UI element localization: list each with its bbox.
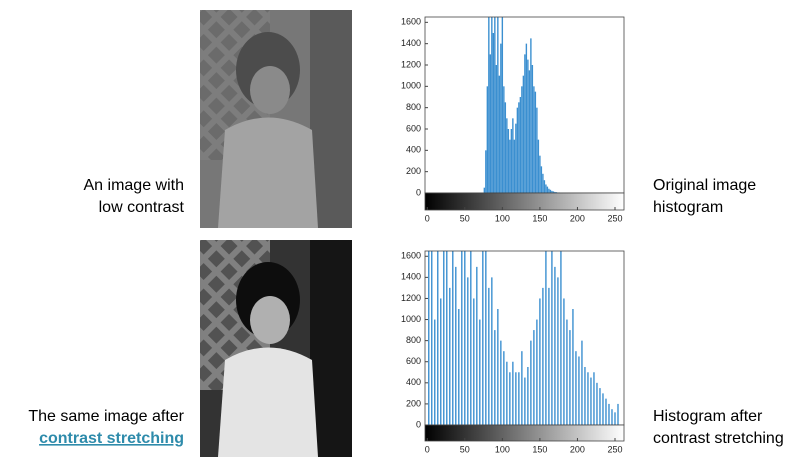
x-tick-label: 0 — [425, 213, 430, 223]
y-tick-label: 1600 — [401, 17, 421, 27]
y-tick-label: 600 — [406, 356, 421, 366]
photo-low-contrast — [200, 10, 352, 228]
x-tick-label: 50 — [460, 213, 470, 223]
y-tick-label: 1200 — [401, 59, 421, 69]
gray-colorbar — [424, 192, 625, 211]
y-tick-label: 0 — [416, 419, 421, 429]
x-tick-label: 250 — [607, 444, 622, 454]
y-tick-label: 1000 — [401, 314, 421, 324]
y-tick-label: 600 — [406, 123, 421, 133]
x-tick-label: 100 — [495, 444, 510, 454]
x-tick-label: 200 — [570, 444, 585, 454]
image-caption: An image with — [84, 177, 185, 194]
y-tick-label: 1400 — [401, 272, 421, 282]
x-tick-label: 0 — [425, 444, 430, 454]
x-tick-label: 200 — [570, 213, 585, 223]
histogram-caption: histogram — [653, 199, 723, 216]
image-caption: The same image after — [28, 408, 184, 425]
image-caption: low contrast — [99, 199, 185, 216]
x-tick-label: 250 — [607, 213, 622, 223]
y-tick-label: 800 — [406, 335, 421, 345]
y-tick-label: 400 — [406, 377, 421, 387]
histogram-caption: Original image — [653, 177, 756, 194]
x-tick-label: 100 — [495, 213, 510, 223]
histogram-caption: Histogram after — [653, 408, 763, 425]
photo-stretched — [200, 240, 352, 457]
y-tick-label: 1000 — [401, 81, 421, 91]
y-tick-label: 400 — [406, 145, 421, 155]
y-tick-label: 0 — [416, 187, 421, 197]
x-tick-label: 50 — [460, 444, 470, 454]
x-tick-label: 150 — [532, 444, 547, 454]
caption-link[interactable]: contrast stretching — [39, 430, 184, 447]
histogram-caption: contrast stretching — [653, 430, 784, 447]
y-tick-label: 1200 — [401, 293, 421, 303]
y-tick-label: 200 — [406, 166, 421, 176]
y-tick-label: 200 — [406, 398, 421, 408]
y-tick-label: 1600 — [401, 251, 421, 261]
x-tick-label: 150 — [532, 213, 547, 223]
y-tick-label: 1400 — [401, 38, 421, 48]
gray-colorbar — [424, 424, 625, 442]
y-tick-label: 800 — [406, 102, 421, 112]
